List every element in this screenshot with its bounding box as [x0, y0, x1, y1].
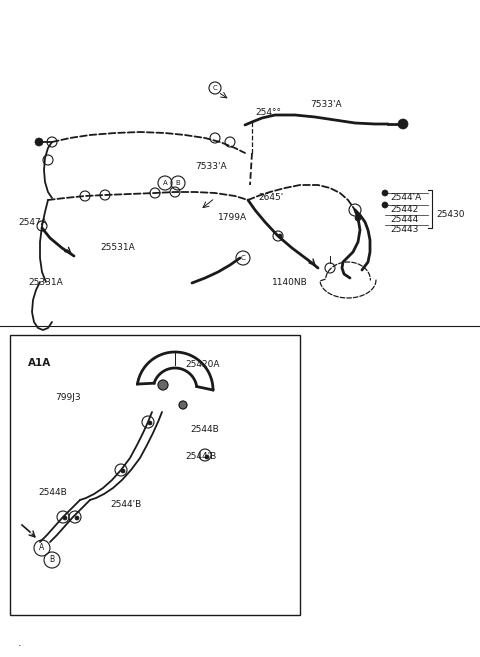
Text: 25442: 25442 — [390, 205, 418, 214]
Text: 25430: 25430 — [436, 210, 465, 219]
Text: C: C — [240, 255, 245, 261]
Text: 254°°: 254°° — [255, 108, 281, 117]
Circle shape — [398, 119, 408, 129]
Text: 25444: 25444 — [390, 215, 418, 224]
Circle shape — [382, 190, 388, 196]
Text: 2544B: 2544B — [190, 425, 219, 434]
Circle shape — [278, 234, 282, 238]
Text: A: A — [39, 543, 45, 553]
Text: B: B — [49, 556, 55, 564]
Text: A1A: A1A — [28, 358, 51, 368]
Circle shape — [158, 380, 168, 390]
Circle shape — [179, 401, 187, 409]
Text: 1799A: 1799A — [218, 213, 247, 222]
Text: 7533'A: 7533'A — [195, 162, 227, 171]
Text: C: C — [213, 85, 217, 91]
Text: 2645': 2645' — [258, 193, 283, 202]
Text: 2547A: 2547A — [18, 218, 47, 227]
Circle shape — [63, 516, 67, 520]
Text: 25420A: 25420A — [185, 360, 219, 369]
Text: 2544'B: 2544'B — [185, 452, 216, 461]
Text: 2544B: 2544B — [38, 488, 67, 497]
Text: .: . — [18, 638, 22, 648]
Circle shape — [121, 469, 125, 473]
Text: 7533'A: 7533'A — [310, 100, 342, 109]
Circle shape — [382, 202, 388, 208]
Circle shape — [75, 516, 79, 520]
Bar — [10, 335, 300, 615]
Text: 2544'A: 2544'A — [390, 193, 421, 202]
Text: 1140NB: 1140NB — [272, 278, 308, 287]
Text: 799J3: 799J3 — [55, 393, 81, 402]
Text: 25531A: 25531A — [100, 243, 135, 252]
Text: A: A — [163, 180, 168, 186]
Circle shape — [355, 215, 361, 221]
Text: 25443: 25443 — [390, 225, 419, 234]
Text: 2544'B: 2544'B — [110, 500, 141, 509]
Circle shape — [148, 421, 152, 425]
Circle shape — [205, 455, 209, 459]
Text: B: B — [176, 180, 180, 186]
Text: 25331A: 25331A — [28, 278, 63, 287]
Circle shape — [35, 138, 43, 146]
